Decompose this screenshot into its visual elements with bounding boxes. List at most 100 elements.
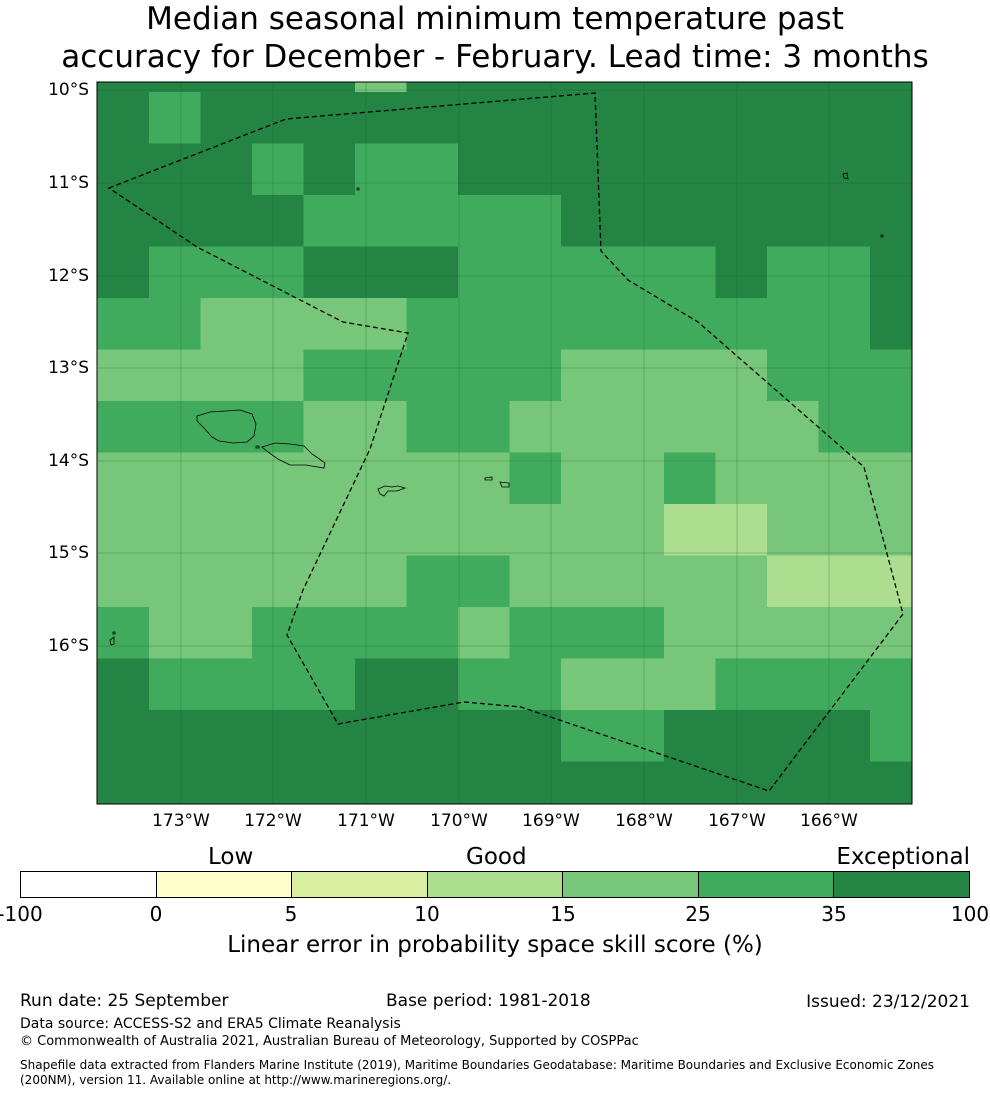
skill-cell [303, 710, 356, 762]
skill-cell [664, 452, 716, 505]
skill-cell [715, 298, 768, 350]
longitude-label: 170°W [430, 811, 488, 831]
colorbar-segment [834, 872, 970, 897]
latitude-label: 10°S [48, 80, 89, 100]
skill-cell [458, 452, 510, 505]
skill-cell [664, 658, 716, 711]
skill-cell [870, 349, 913, 402]
skill-cell [715, 607, 768, 659]
skill-cell [509, 504, 562, 556]
skill-cell [767, 195, 819, 247]
skill-cell [715, 504, 768, 556]
skill-cell [715, 761, 768, 805]
skill-cell [509, 143, 562, 196]
skill-cell [818, 761, 871, 805]
skill-cell [767, 607, 819, 659]
skill-cell [355, 504, 407, 556]
skill-cell [458, 298, 510, 350]
skill-cell [200, 555, 253, 608]
skill-cell [406, 401, 459, 453]
longitude-label: 166°W [800, 811, 858, 831]
skill-cell [509, 82, 562, 93]
skill-cell [355, 92, 407, 144]
skill-cell [561, 710, 613, 762]
skill-cell [149, 401, 201, 453]
skill-cell [870, 658, 913, 711]
skill-cell [200, 761, 253, 805]
skill-cell [303, 504, 356, 556]
colorbar-tick-label: 100 [950, 902, 990, 926]
skill-cell [612, 143, 665, 196]
skill-cell [406, 195, 459, 247]
skill-cell [97, 195, 150, 247]
skill-cell [97, 246, 150, 299]
longitude-label: 172°W [244, 811, 302, 831]
colorbar-tick-label: 0 [149, 902, 163, 926]
latitude-label: 14°S [48, 451, 89, 471]
skill-cell [664, 298, 716, 350]
skill-cell [149, 92, 201, 144]
island-upolu [261, 442, 326, 469]
skill-cell [715, 349, 768, 402]
latitude-label: 16°S [48, 636, 89, 656]
skill-cell [561, 607, 613, 659]
skill-cell [561, 82, 613, 93]
skill-cell [715, 452, 768, 505]
skill-cell [664, 761, 716, 805]
skill-cell [870, 195, 913, 247]
skill-cell [715, 401, 768, 453]
skill-cell [149, 195, 201, 247]
latitude-label: 11°S [48, 173, 89, 193]
skill-cell [149, 658, 201, 711]
skill-cell [149, 555, 201, 608]
skill-cell [612, 452, 665, 505]
skill-cell [149, 349, 201, 402]
run-date: Run date: 25 September [20, 991, 229, 1011]
issued-date: Issued: 23/12/2021 [806, 992, 970, 1012]
colorbar-tick-label: 10 [414, 902, 440, 926]
skill-cell [767, 349, 819, 402]
skill-cell [200, 82, 253, 93]
skill-cell [97, 92, 150, 144]
skill-cell [561, 349, 613, 402]
skill-cell [406, 92, 459, 144]
skill-cell [355, 401, 407, 453]
skill-cell [818, 143, 871, 196]
skill-cell [870, 401, 913, 453]
skill-cell [149, 607, 201, 659]
shapefile-credit-1: Shapefile data extracted from Flanders M… [20, 1058, 935, 1072]
colorbar-segment [698, 872, 835, 897]
skill-cell [97, 504, 150, 556]
skill-cell [715, 195, 768, 247]
skill-cell [97, 401, 150, 453]
skill-cell [664, 607, 716, 659]
colorbar [20, 871, 970, 898]
skill-cell [561, 298, 613, 350]
skill-cell [458, 349, 510, 402]
skill-cell [355, 710, 407, 762]
skill-cell [355, 349, 407, 402]
skill-cell [458, 246, 510, 299]
skill-cell [200, 607, 253, 659]
skill-grid-cells [97, 82, 913, 805]
skill-cell [612, 246, 665, 299]
skill-cell [509, 761, 562, 805]
colorbar-segment [156, 872, 293, 897]
skill-cell [870, 82, 913, 93]
colorbar-segment [21, 872, 157, 897]
skill-cell [818, 298, 871, 350]
skill-cell [406, 246, 459, 299]
skill-cell [355, 452, 407, 505]
skill-cell [561, 195, 613, 247]
skill-cell [406, 82, 459, 93]
skill-cell [149, 710, 201, 762]
skill-cell [303, 607, 356, 659]
category-exceptional: Exceptional [836, 844, 970, 870]
island-small-4 [109, 636, 115, 646]
longitude-label: 168°W [615, 811, 673, 831]
skill-cell [767, 401, 819, 453]
latitude-label: 15°S [48, 543, 89, 563]
skill-cell [870, 143, 913, 196]
base-period: Base period: 1981-2018 [386, 991, 591, 1011]
longitude-label: 171°W [337, 811, 395, 831]
